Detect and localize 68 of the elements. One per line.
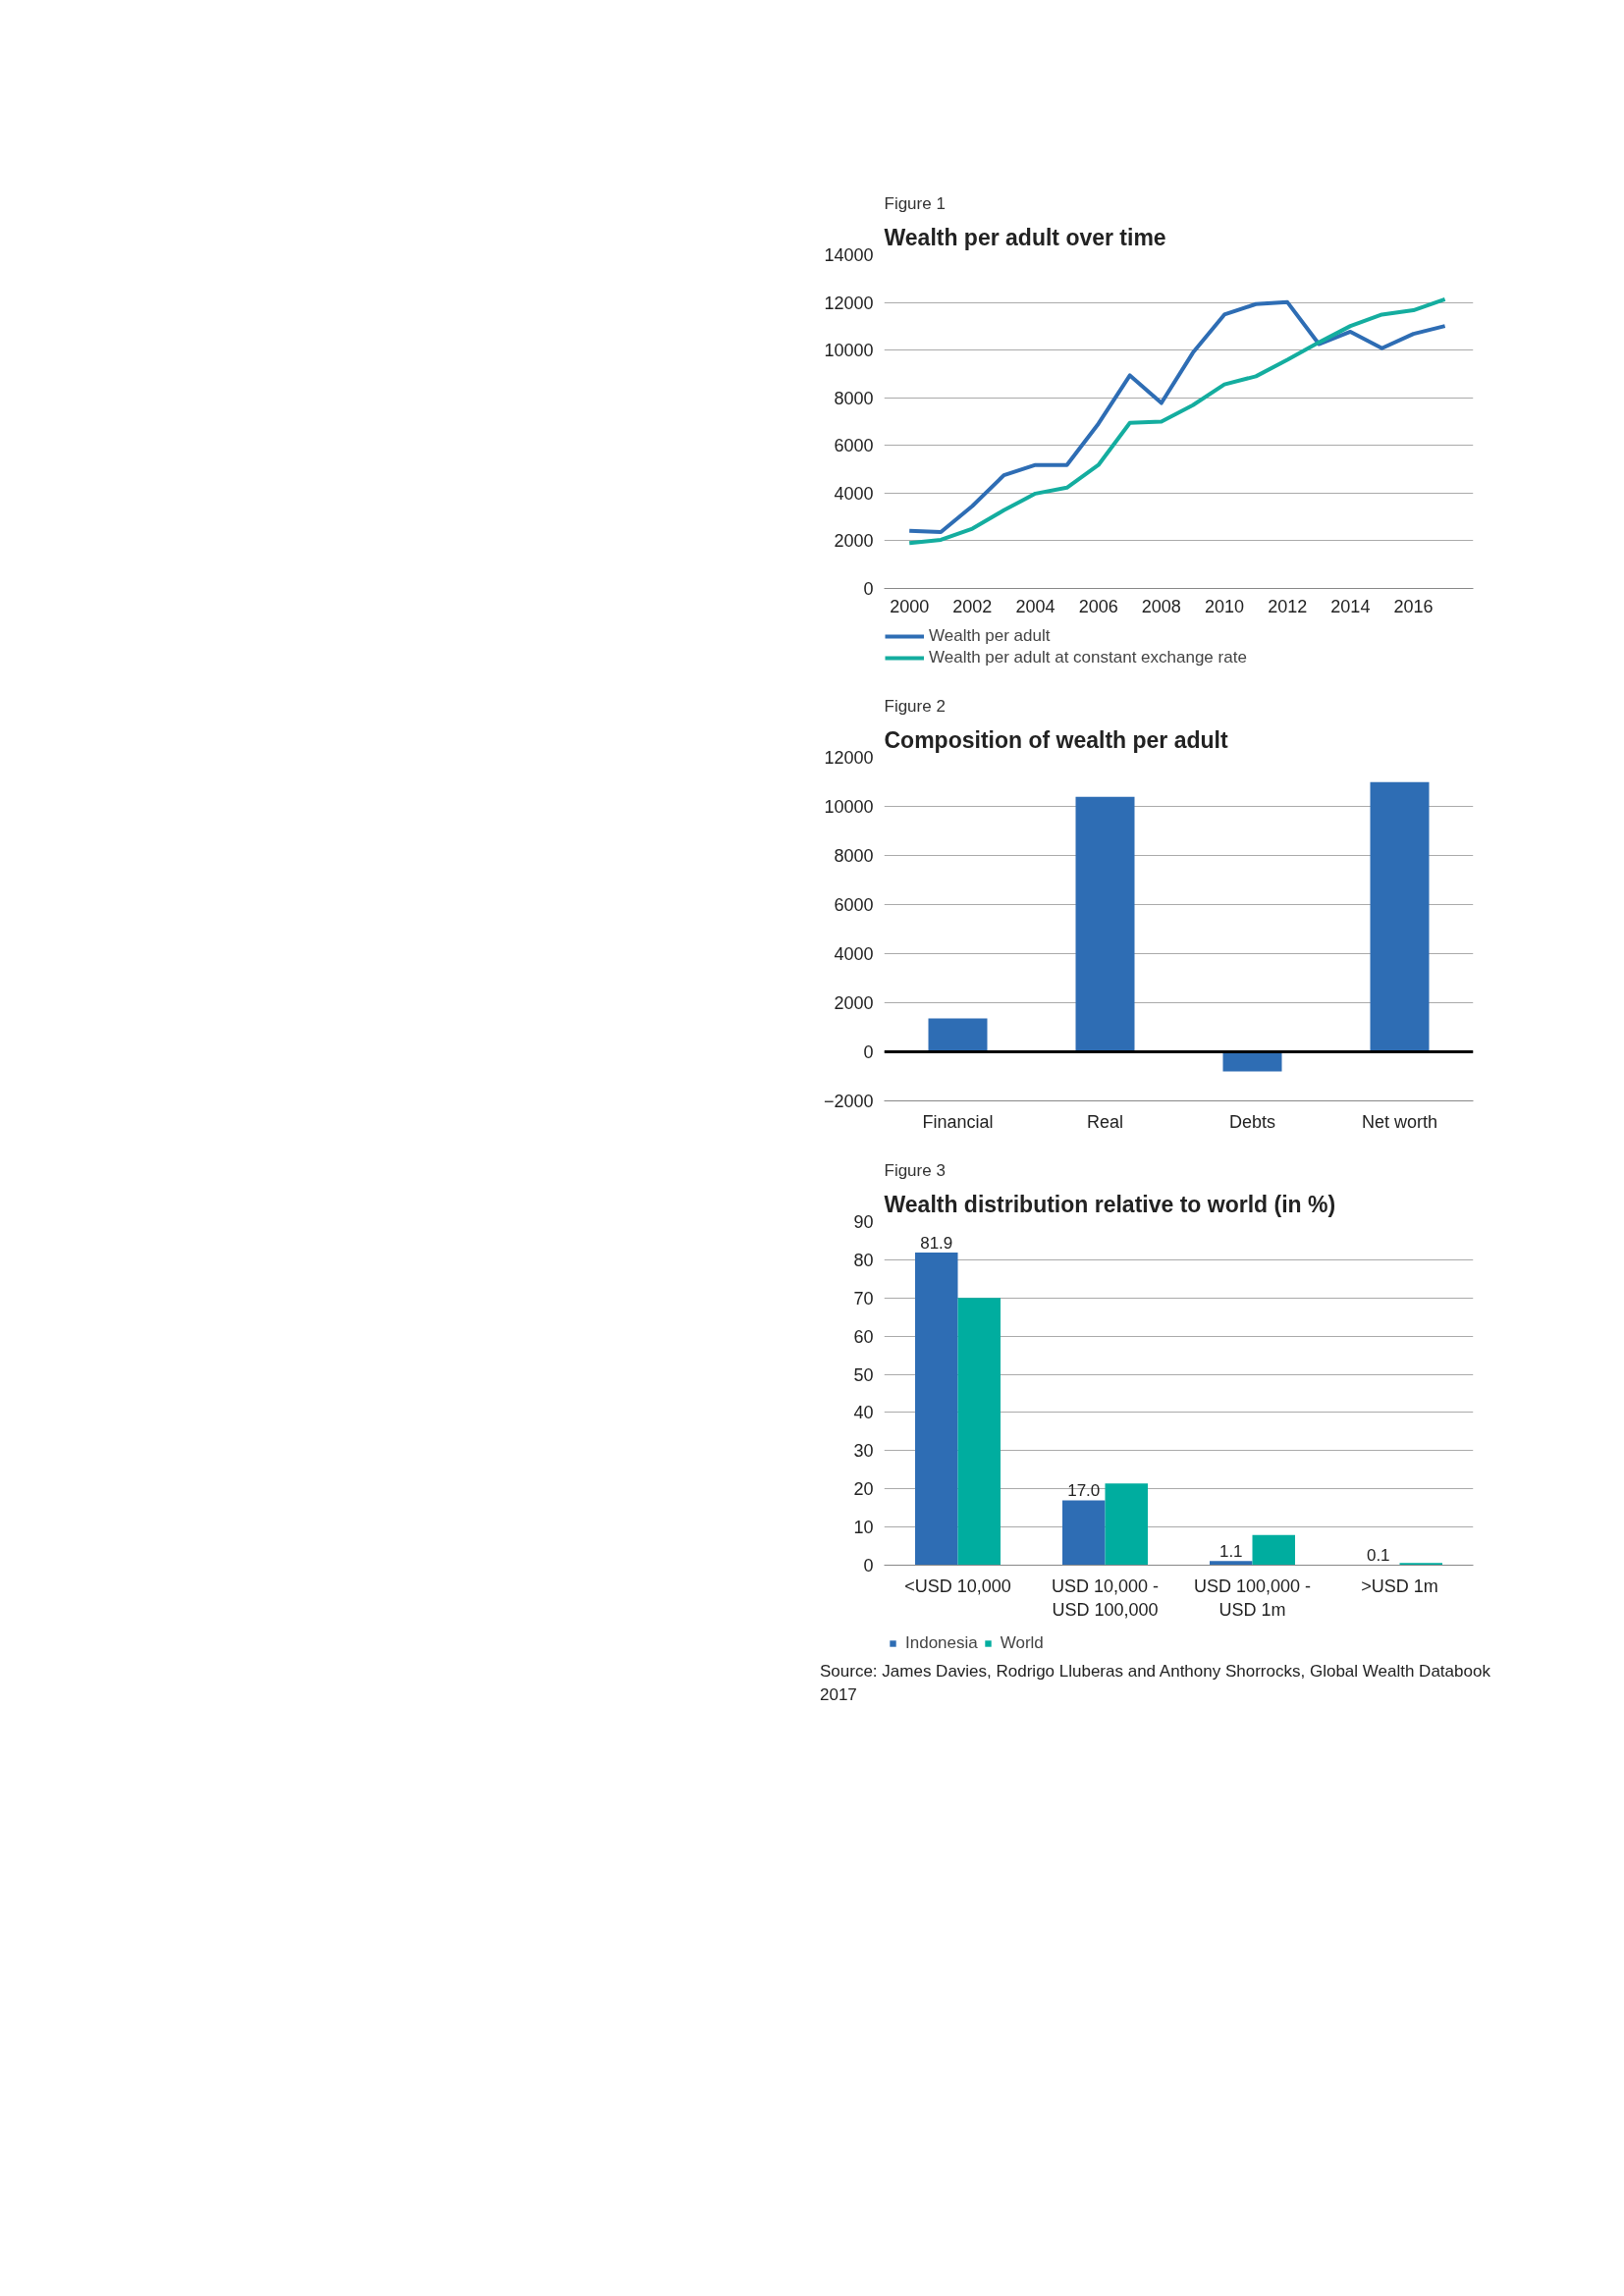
x-tick-label: 2012 — [1268, 596, 1308, 616]
bar — [1075, 796, 1135, 1052]
y-tick-label: 70 — [853, 1288, 874, 1308]
chart-title: Wealth distribution relative to world (in %) — [884, 1191, 1336, 1217]
y-tick-label: 12000 — [824, 748, 874, 768]
bar — [1062, 1500, 1106, 1566]
bar — [1105, 1483, 1148, 1566]
bar — [915, 1253, 958, 1566]
bar — [1252, 1534, 1295, 1566]
chart-subtitle: Figure 3 — [884, 1160, 946, 1180]
x-tick-label: 2010 — [1205, 596, 1245, 616]
x-tick-label: 2000 — [890, 596, 930, 616]
chart-title: Wealth per adult over time — [884, 224, 1166, 250]
y-tick-label: 10 — [853, 1518, 874, 1538]
y-tick-label: 8000 — [834, 846, 874, 866]
y-tick-label: 20 — [853, 1479, 874, 1500]
x-tick-label: >USD 1m — [1361, 1575, 1438, 1596]
y-tick-label: 10000 — [824, 797, 874, 817]
legend-label: Indonesia — [905, 1633, 978, 1653]
y-tick-label: 0 — [863, 579, 874, 599]
x-tick-label: 2016 — [1393, 596, 1434, 616]
y-tick-label: 90 — [853, 1212, 874, 1232]
x-tick-label: Real — [1086, 1111, 1124, 1132]
legend-label: Wealth per adult at constant exchange rate — [929, 648, 1247, 667]
bar — [1370, 781, 1430, 1052]
source-note: Source: James Davies, Rodrigo Lluberas and Anthony Shorrocks, Global Wealth Databook 2017 — [820, 1661, 1491, 1707]
legend-label: Wealth per adult — [929, 626, 1051, 646]
y-tick-label: 50 — [853, 1364, 874, 1385]
chart-subtitle: Figure 2 — [884, 696, 946, 716]
y-tick-label: 4000 — [834, 483, 874, 504]
legend-label: World — [1000, 1633, 1044, 1653]
x-tick-label: USD 10,000 - USD 100,000 — [1051, 1575, 1160, 1620]
y-tick-label: 0 — [863, 1042, 874, 1062]
x-tick-label: 2008 — [1141, 596, 1181, 616]
y-tick-label: 14000 — [824, 245, 874, 265]
y-tick-label: −2000 — [823, 1092, 874, 1111]
y-tick-label: 80 — [853, 1250, 874, 1270]
data-label: 17.0 — [1067, 1481, 1101, 1501]
data-label: 1.1 — [1218, 1542, 1243, 1562]
chart-title: Composition of wealth per adult — [884, 726, 1228, 753]
y-tick-label: 60 — [853, 1326, 874, 1347]
x-tick-label: 2006 — [1078, 596, 1118, 616]
x-tick-label: Debts — [1228, 1111, 1276, 1132]
y-tick-label: 2000 — [834, 993, 874, 1013]
y-tick-label: 40 — [853, 1403, 874, 1423]
data-label: 81.9 — [920, 1234, 953, 1253]
y-tick-label: 0 — [863, 1556, 874, 1575]
chart-subtitle: Figure 1 — [884, 193, 946, 213]
bar — [957, 1298, 1001, 1566]
y-tick-label: 8000 — [834, 388, 874, 408]
bar — [928, 1018, 988, 1052]
x-tick-label: <USD 10,000 — [904, 1575, 1011, 1596]
data-label: 0.1 — [1366, 1546, 1390, 1566]
y-tick-label: 6000 — [834, 436, 874, 456]
y-tick-label: 12000 — [824, 293, 874, 313]
bar — [1210, 1561, 1253, 1566]
y-tick-label: 30 — [853, 1441, 874, 1462]
x-tick-label: 2002 — [952, 596, 993, 616]
bar — [1222, 1051, 1282, 1072]
x-tick-label: Financial — [922, 1111, 994, 1132]
y-tick-label: 4000 — [834, 944, 874, 964]
x-tick-label: 2004 — [1015, 596, 1056, 616]
y-tick-label: 2000 — [834, 531, 874, 552]
y-tick-label: 10000 — [824, 341, 874, 361]
x-tick-label: Net worth — [1361, 1111, 1438, 1132]
x-tick-label: 2014 — [1330, 596, 1371, 616]
x-tick-label: USD 100,000 - USD 1m — [1193, 1575, 1312, 1620]
y-tick-label: 6000 — [834, 895, 874, 915]
